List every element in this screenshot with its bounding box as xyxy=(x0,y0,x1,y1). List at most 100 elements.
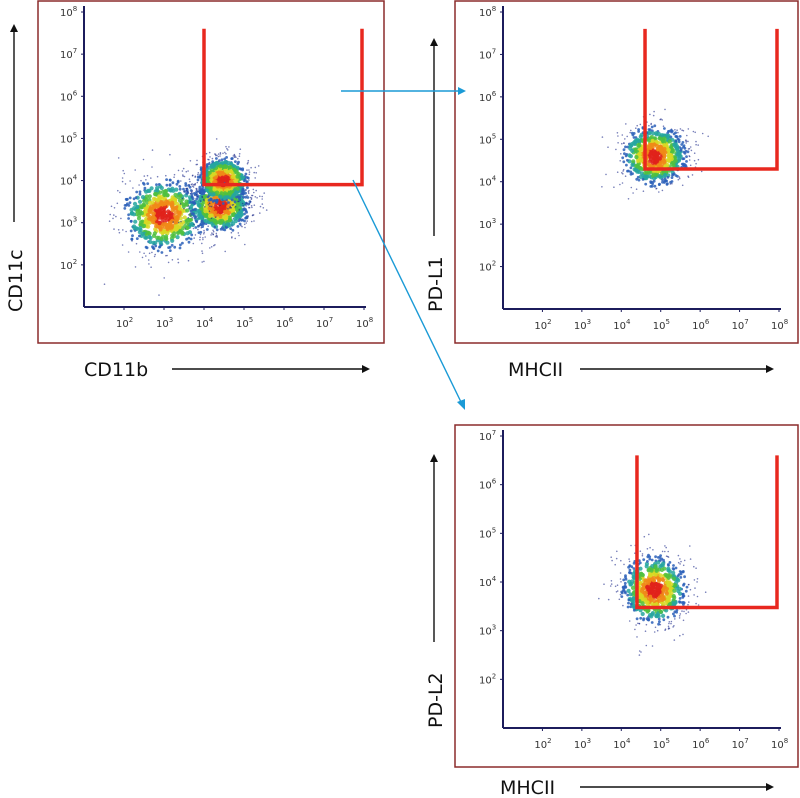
event-dot xyxy=(661,613,666,619)
event-dot xyxy=(662,159,667,164)
y-tick-label: 107 xyxy=(479,429,496,443)
event-dot xyxy=(231,221,236,226)
event-dot xyxy=(214,216,217,218)
event-dot xyxy=(631,159,636,164)
event-dot xyxy=(131,234,134,238)
x-tick-label: 106 xyxy=(276,316,294,330)
x-tick-labels: 102 103 104 105 106 107 108 xyxy=(534,728,788,751)
event-dot xyxy=(649,135,654,140)
event-dot xyxy=(241,188,245,192)
event-dot xyxy=(169,224,175,229)
event-dot xyxy=(215,232,218,235)
event-dot xyxy=(148,252,151,255)
event-dot xyxy=(696,581,698,583)
event-dot xyxy=(247,192,250,194)
event-dot xyxy=(671,182,673,185)
event-dot xyxy=(681,592,685,596)
event-dot xyxy=(165,200,170,205)
event-dot xyxy=(191,190,193,192)
event-dot xyxy=(661,189,664,192)
event-dot xyxy=(250,198,253,200)
event-dot xyxy=(188,214,190,216)
x-tick-label: 107 xyxy=(732,737,749,751)
event-dot xyxy=(678,176,681,178)
event-dot xyxy=(683,146,687,150)
event-dot xyxy=(658,573,663,578)
x-tick-label: 108 xyxy=(771,737,788,751)
event-dot xyxy=(143,252,145,255)
event-dot xyxy=(143,235,148,240)
event-dot xyxy=(662,618,666,622)
event-dot xyxy=(217,169,222,175)
event-dot xyxy=(622,160,626,164)
event-dot xyxy=(649,586,654,591)
gate-outline[interactable] xyxy=(635,455,779,610)
event-dot xyxy=(244,243,246,246)
event-dot xyxy=(245,176,249,179)
event-dot xyxy=(147,216,152,221)
event-dot xyxy=(219,155,221,157)
event-dot xyxy=(176,195,181,200)
event-dot xyxy=(238,209,241,211)
event-dot xyxy=(657,622,660,626)
event-dot xyxy=(634,628,636,631)
event-dot xyxy=(223,168,228,173)
x-tick-label: 105 xyxy=(653,318,670,332)
event-dot xyxy=(678,617,681,619)
event-dot xyxy=(159,206,164,211)
event-dot xyxy=(195,163,198,166)
event-dot xyxy=(667,625,670,628)
event-dot xyxy=(185,237,189,241)
event-dot xyxy=(214,153,216,155)
event-dot xyxy=(231,237,233,239)
event-dot xyxy=(118,231,121,234)
event-dot xyxy=(639,550,642,552)
event-dot xyxy=(628,582,633,587)
event-dot xyxy=(189,213,192,215)
event-dot xyxy=(186,187,188,190)
event-dot xyxy=(663,127,666,130)
event-dot xyxy=(666,598,672,603)
event-dot xyxy=(180,226,185,231)
event-dot xyxy=(146,174,149,177)
event-dot xyxy=(174,206,179,211)
event-dot xyxy=(679,558,681,560)
event-dot xyxy=(151,211,156,216)
event-dot xyxy=(618,598,621,601)
event-dot xyxy=(681,610,683,612)
gate-outline[interactable] xyxy=(643,28,779,171)
event-dot xyxy=(177,169,180,172)
event-dot xyxy=(221,202,225,205)
event-dot xyxy=(650,558,654,562)
event-dot xyxy=(200,219,204,223)
y-tick-labels: 102 103 104 105 106 107 xyxy=(479,429,503,686)
event-dot xyxy=(257,165,260,167)
event-dot xyxy=(147,188,152,193)
event-dot xyxy=(673,158,678,163)
event-dot xyxy=(193,216,197,220)
event-dot xyxy=(245,222,248,224)
event-dot xyxy=(256,197,258,199)
event-dot xyxy=(681,570,685,574)
event-dot xyxy=(692,130,695,133)
event-dot xyxy=(637,130,640,133)
event-dot xyxy=(155,198,160,203)
event-dot xyxy=(234,237,236,240)
event-dot xyxy=(167,246,171,250)
event-dot xyxy=(183,207,185,210)
event-dot xyxy=(610,580,613,582)
event-dot xyxy=(644,564,649,569)
event-dot xyxy=(623,581,627,585)
event-dot xyxy=(224,164,229,169)
event-dot xyxy=(139,251,141,253)
event-dot xyxy=(652,179,656,183)
y-tick-label: 106 xyxy=(479,478,497,492)
event-dot xyxy=(129,219,133,223)
event-dot xyxy=(157,183,161,186)
event-dot xyxy=(185,208,190,213)
event-dot xyxy=(231,193,236,199)
gate-outline[interactable] xyxy=(202,28,364,187)
event-dot xyxy=(609,585,612,587)
event-dot xyxy=(615,557,618,560)
